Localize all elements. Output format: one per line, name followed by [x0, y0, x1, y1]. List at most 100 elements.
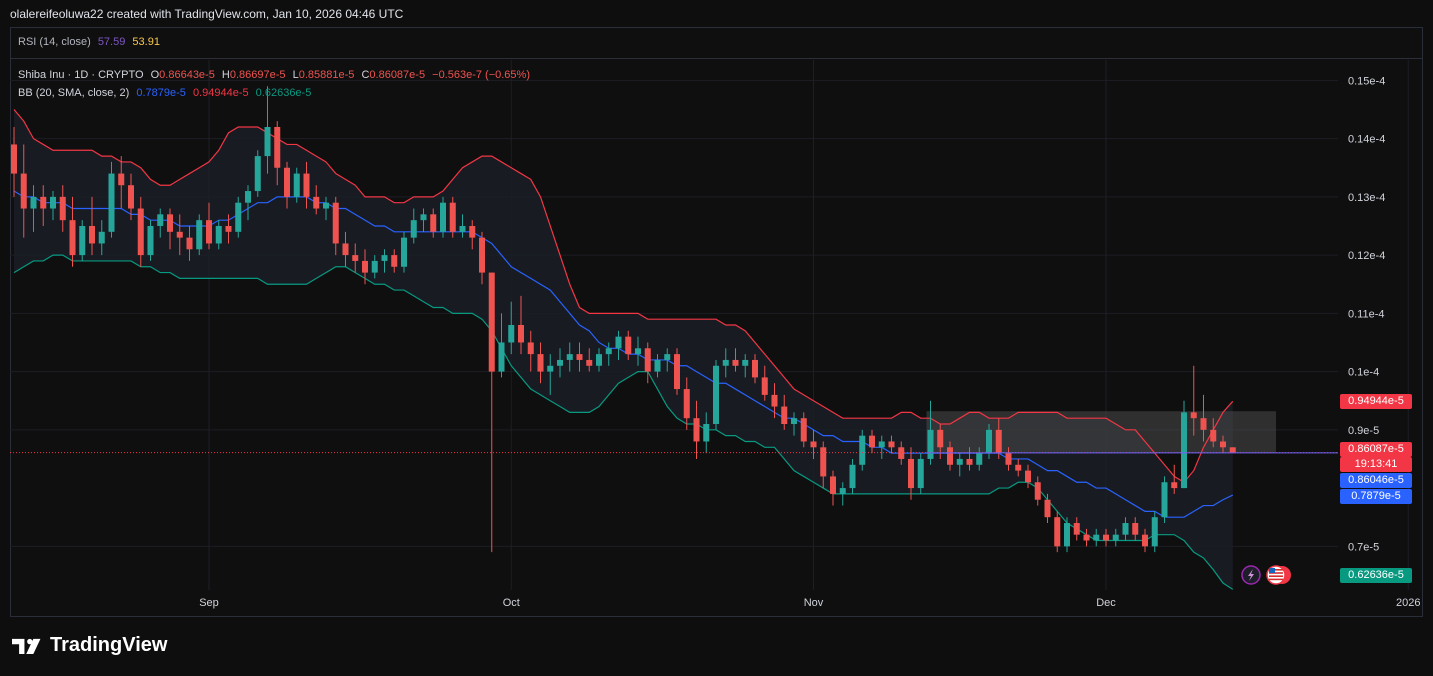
candle-body	[888, 441, 895, 448]
candle-body	[791, 418, 797, 425]
rsi-legend: RSI (14, close) 57.59 53.91	[18, 36, 164, 48]
candle-body	[1200, 418, 1207, 430]
symbol-legend: Shiba Inu · 1D · CRYPTO O0.86643e-5 H0.8…	[18, 69, 534, 81]
x-axis-tick-label: Sep	[199, 597, 219, 609]
candle-body	[1161, 482, 1168, 518]
candle-body	[245, 191, 251, 203]
candle-body	[98, 231, 105, 244]
high-label: H	[221, 69, 230, 81]
x-axis-tick-label: Nov	[804, 597, 824, 609]
rsi-label: RSI (14, close)	[18, 36, 91, 48]
y-axis-tick-label: 0.11e-4	[1348, 308, 1385, 320]
candle-body	[108, 173, 115, 232]
candle-body	[810, 441, 817, 448]
candle-body	[966, 458, 973, 465]
candle-body	[284, 167, 290, 197]
candle-body	[303, 173, 310, 197]
candle-body	[693, 418, 700, 442]
us-flag-icon-stripe	[1269, 575, 1283, 577]
candle-body	[488, 272, 495, 372]
y-axis-tick-label: 0.1e-4	[1348, 367, 1379, 379]
candle-body	[176, 231, 183, 238]
bb-basis-tag: 0.7879e-5	[1340, 489, 1412, 504]
candle-body	[30, 196, 37, 209]
candle-body	[20, 173, 27, 209]
candle-body	[410, 220, 417, 238]
candle-body	[732, 359, 739, 366]
candle-body	[830, 476, 836, 494]
candle-body	[869, 435, 875, 448]
candle-body	[1142, 534, 1148, 547]
candle-body	[469, 225, 476, 238]
low-label: L	[292, 69, 299, 81]
bb-upper-value: 0.94944e-5	[192, 87, 249, 99]
candle-body	[215, 225, 222, 244]
symbol-title: Shiba Inu · 1D · CRYPTO	[18, 69, 144, 81]
candle-body	[703, 424, 710, 442]
us-flag-icon-stripe	[1269, 569, 1283, 571]
candle-body	[293, 173, 300, 197]
candle-body	[518, 325, 524, 343]
us-flag-icon-canton	[1269, 568, 1275, 573]
candle-body	[956, 458, 963, 465]
candle-body	[1083, 534, 1090, 541]
rsi-ma-value: 53.91	[132, 36, 160, 48]
low-value: 0.85881e-5	[298, 69, 355, 81]
candle-body	[576, 354, 583, 360]
candle-body	[352, 255, 359, 261]
candle-body	[1015, 464, 1022, 471]
candle-body	[137, 208, 144, 256]
candle-body	[1122, 523, 1129, 535]
candle-body	[654, 359, 661, 372]
candle-body	[167, 214, 173, 232]
candle-body	[186, 237, 193, 250]
candle-body	[381, 255, 388, 261]
candle-body	[917, 458, 924, 489]
candle-body	[1190, 412, 1197, 419]
candle-body	[781, 406, 788, 425]
candle-body	[196, 220, 203, 250]
candle-body	[1151, 517, 1158, 547]
candle-body	[1093, 534, 1100, 541]
candle-body	[332, 202, 339, 244]
candle-body	[1229, 447, 1236, 453]
rsi-pane[interactable]: RSI (14, close) 57.59 53.91	[10, 27, 1423, 59]
candle-body	[147, 225, 154, 256]
candle-body	[742, 359, 749, 366]
price-line-tag: 0.86046e-5	[1340, 473, 1412, 488]
candle-body	[313, 196, 320, 209]
open-label: O	[150, 69, 160, 81]
candle-body	[947, 447, 953, 465]
x-axis-tick-label: 2026	[1396, 597, 1420, 609]
candle-body	[89, 225, 95, 244]
bb-upper-line	[13, 109, 1234, 484]
candle-body	[1025, 470, 1031, 483]
candle-body	[596, 354, 602, 366]
candle-body	[1044, 499, 1051, 518]
candle-body	[605, 348, 612, 355]
y-axis-tick-label: 0.13e-4	[1348, 192, 1385, 204]
candle-body	[878, 441, 885, 448]
candle-body	[683, 389, 690, 419]
candle-body	[323, 202, 329, 209]
y-axis-tick-label: 0.9e-5	[1348, 425, 1379, 437]
bb-label: BB (20, SMA, close, 2)	[18, 87, 130, 99]
candle-body	[713, 365, 719, 425]
candle-body	[644, 348, 651, 372]
candle-body	[986, 429, 992, 454]
candle-body	[625, 336, 632, 355]
candle-body	[976, 453, 983, 465]
candle-body	[430, 214, 437, 232]
candle-body	[440, 202, 446, 232]
candle-body	[908, 458, 914, 489]
tradingview-brand[interactable]: TradingView	[12, 634, 167, 657]
candle-body	[1034, 482, 1041, 500]
candle-body	[50, 196, 56, 209]
candle-body	[498, 342, 505, 372]
candle-body	[274, 126, 281, 168]
candle-body	[59, 196, 66, 221]
candle-body	[391, 255, 398, 267]
candle-body	[420, 214, 427, 221]
candle-body	[1103, 534, 1109, 541]
